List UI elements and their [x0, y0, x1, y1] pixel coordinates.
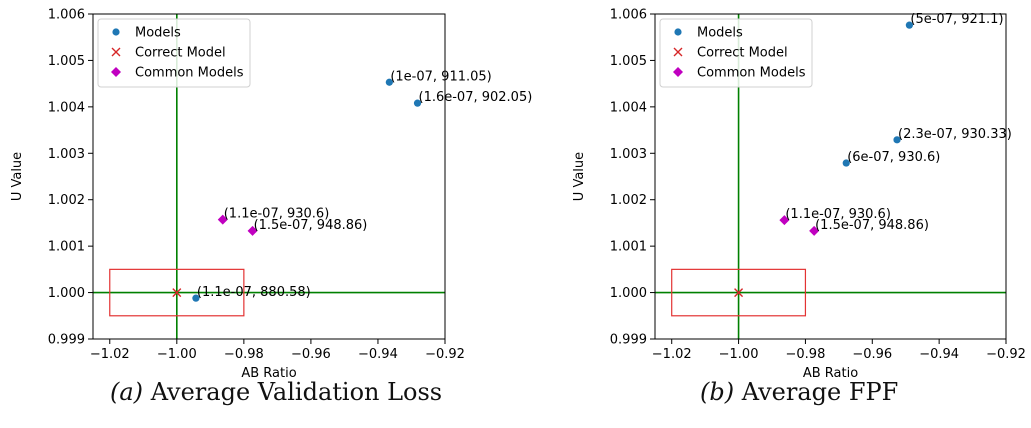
model-point	[192, 294, 200, 302]
y-tick-label: 1.000	[48, 286, 85, 301]
y-axis-label: U Value	[10, 152, 25, 201]
x-tick-label: −1.00	[157, 347, 197, 362]
model-point	[385, 78, 393, 86]
caption-b: (b) Average FPF	[700, 378, 898, 406]
legend-label: Correct Model	[135, 46, 226, 61]
model-point	[893, 136, 901, 144]
point-label: (1.1e-07, 880.58)	[197, 285, 311, 300]
chart-panel-a: −1.02 −1.00 −0.98 −0.96 −0.94 −0.92 0.999 1.000…	[10, 8, 532, 379]
correct-model-point	[734, 288, 744, 298]
y-tick-label: 1.002	[48, 193, 85, 208]
legend-marker-correct	[673, 47, 683, 57]
y-tick-label: 1.004	[610, 100, 647, 115]
common-model-point	[809, 225, 820, 236]
x-tick-label: −0.94	[919, 347, 959, 362]
x-tick-label: −0.96	[852, 347, 892, 362]
y-tick-label: 1.005	[610, 54, 647, 69]
legend-box	[659, 18, 813, 88]
y-tick-label: 1.003	[48, 147, 85, 162]
plot-frame	[92, 13, 446, 340]
y-tick-label: 0.999	[48, 333, 85, 348]
legend-label: Common Models	[697, 66, 806, 81]
tolerance-box	[671, 268, 807, 317]
point-label: (1.6e-07, 902.05)	[419, 90, 533, 105]
legend-label: Correct Model	[697, 46, 788, 61]
y-tick-label: 1.005	[48, 54, 85, 69]
x-tick-label: −0.92	[425, 347, 465, 362]
legend-marker-models	[112, 28, 120, 36]
common-model-point	[779, 215, 790, 226]
point-label: (1.1e-07, 930.6)	[785, 207, 891, 222]
x-tick-label: −0.98	[786, 347, 826, 362]
y-tick-label: 1.006	[610, 8, 647, 23]
legend-label: Models	[697, 26, 743, 41]
model-point	[842, 159, 850, 167]
tolerance-box	[109, 268, 245, 317]
model-point	[413, 99, 422, 107]
legend-marker-correct	[111, 47, 121, 57]
chart-panel-b: −1.02 −1.00 −0.98 −0.96 −0.94 −0.92 0.999 1.000…	[572, 8, 1026, 379]
y-tick-label: 1.001	[48, 240, 85, 255]
y-tick-label: 1.004	[48, 100, 85, 115]
caption-b-label: (b)	[700, 378, 735, 406]
caption-a-label: (a)	[110, 378, 144, 406]
x-tick-label: −0.98	[224, 347, 264, 362]
y-tick-label: 0.999	[610, 333, 647, 348]
legend-marker-common	[673, 67, 683, 77]
common-model-point	[217, 214, 228, 225]
caption-a: (a) Average Validation Loss	[110, 378, 442, 406]
y-tick-label: 1.006	[48, 8, 85, 23]
point-label: (1.5e-07, 948.86)	[815, 218, 929, 233]
point-label: (6e-07, 930.6)	[847, 150, 940, 165]
x-tick-label: −1.02	[652, 347, 692, 362]
legend-box	[97, 18, 251, 88]
x-tick-label: −1.02	[90, 347, 130, 362]
y-tick-label: 1.000	[610, 286, 647, 301]
legend-marker-models	[674, 28, 682, 36]
legend-label: Common Models	[135, 66, 244, 81]
y-tick-label: 1.001	[610, 240, 647, 255]
legend-marker-common	[111, 67, 121, 77]
y-tick-label: 1.003	[610, 147, 647, 162]
x-tick-label: −1.00	[719, 347, 759, 362]
point-label: (1e-07, 911.05)	[390, 69, 491, 84]
point-label: (5e-07, 921.1)	[910, 12, 1003, 27]
x-axis-label: AB Ratio	[803, 366, 858, 378]
x-tick-label: −0.96	[291, 347, 331, 362]
y-axis-label: U Value	[572, 152, 587, 201]
y-tick-label: 1.002	[610, 193, 647, 208]
legend-label: Models	[135, 26, 181, 41]
caption-a-text: Average Validation Loss	[150, 378, 443, 406]
figure: −1.02 −1.00 −0.98 −0.96 −0.94 −0.92 0.999 1.000…	[10, 8, 1026, 379]
point-label: (1.5e-07, 948.86)	[254, 218, 368, 233]
x-axis-label: AB Ratio	[241, 366, 296, 378]
point-label: (1.1e-07, 930.6)	[224, 207, 330, 222]
correct-model-point	[172, 288, 182, 298]
common-model-point	[247, 225, 258, 236]
point-label: (2.3e-07, 930.33)	[898, 127, 1012, 142]
caption-b-text: Average FPF	[741, 378, 899, 406]
x-tick-label: −0.94	[358, 347, 398, 362]
x-tick-label: −0.92	[986, 347, 1026, 362]
model-point	[905, 21, 913, 29]
plot-frame	[654, 13, 1007, 340]
